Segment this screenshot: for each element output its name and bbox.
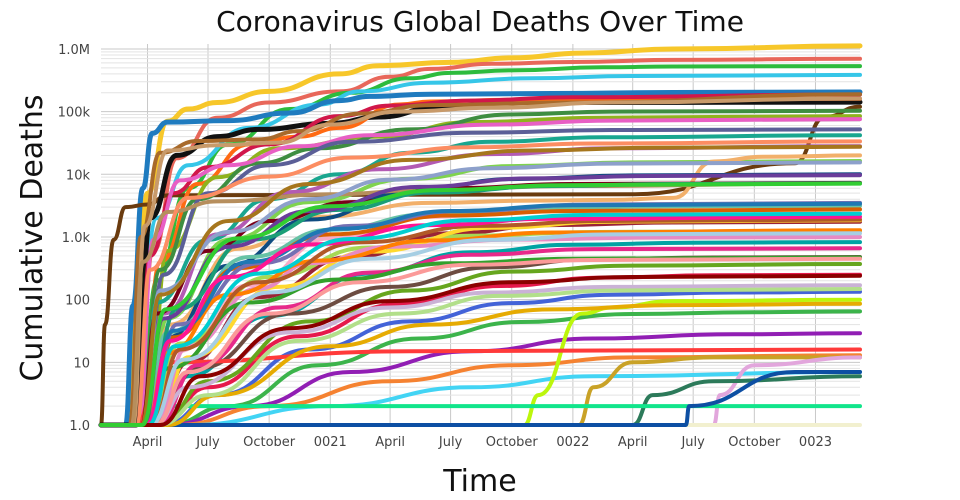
- series-line-53: [99, 144, 862, 427]
- series-line-44: [99, 139, 862, 427]
- series-line-52: [99, 301, 862, 428]
- y-axis-title: Cumulative Deaths: [15, 94, 50, 381]
- series-line-60: [99, 287, 862, 427]
- y-axis-ticks: 1.0 10 100 1.0k 10k 100k 1.0M: [58, 43, 91, 434]
- y-tick-label: 100: [65, 294, 90, 309]
- series-line-5: [98, 89, 863, 428]
- series-line-62: [99, 231, 862, 427]
- x-tick-label: October: [728, 435, 781, 450]
- y-tick-label: 10k: [66, 168, 91, 183]
- series-line-51: [99, 262, 862, 427]
- chart-title: Coronavirus Global Deaths Over Time: [216, 5, 744, 38]
- x-tick-label: 0023: [799, 435, 832, 450]
- x-tick-label: April: [618, 435, 648, 450]
- series-line-63: [99, 214, 862, 427]
- x-tick-label: April: [375, 435, 405, 450]
- x-tick-label: October: [243, 435, 296, 450]
- series-line-65: [99, 273, 862, 427]
- x-tick-label: April: [133, 435, 163, 450]
- y-tick-label: 1.0M: [58, 43, 90, 58]
- series-line-59: [99, 256, 862, 427]
- x-tick-label: October: [486, 435, 539, 450]
- x-tick-label: July: [438, 435, 463, 450]
- x-tick-label: 0021: [314, 435, 347, 450]
- series-line-38: [99, 370, 862, 428]
- series-line-27: [99, 309, 862, 428]
- series-lines: [98, 43, 863, 428]
- x-axis-ticks: April July October 0021 April July October 0022…: [133, 435, 832, 450]
- series-line-66: [99, 181, 862, 427]
- y-tick-label: 100k: [58, 106, 91, 121]
- x-tick-label: 0022: [556, 435, 589, 450]
- x-tick-label: July: [680, 435, 705, 450]
- y-tick-label: 1.0: [69, 419, 90, 434]
- x-axis-title: Time: [442, 464, 516, 499]
- series-line-28: [99, 331, 862, 428]
- series-line-64: [99, 211, 862, 427]
- x-tick-label: July: [195, 435, 220, 450]
- y-tick-label: 10: [73, 356, 90, 371]
- y-tick-label: 1.0k: [62, 231, 91, 246]
